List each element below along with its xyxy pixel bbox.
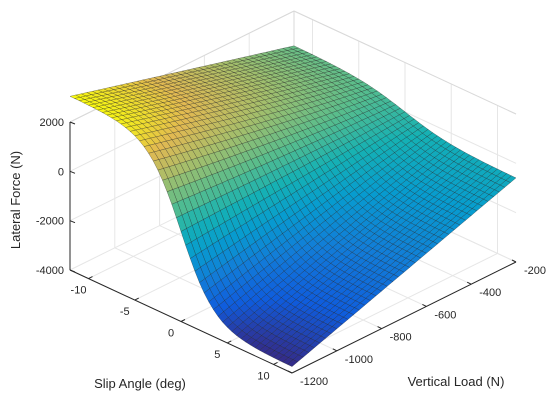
z-tick-label: 0 xyxy=(58,166,64,178)
y-tick-mark xyxy=(377,326,382,330)
y-tick-label: -400 xyxy=(479,287,501,299)
y-tick-label: -200 xyxy=(524,265,546,277)
z-tick-label: -2000 xyxy=(36,216,64,228)
surface-patch xyxy=(287,359,298,367)
x-tick-mark xyxy=(273,361,278,365)
z-tick-label: -4000 xyxy=(36,265,64,277)
y-tick-mark xyxy=(287,370,293,374)
x-tick-mark xyxy=(227,340,232,344)
z-tick-mark xyxy=(69,269,76,273)
x-tick-mark xyxy=(134,297,139,301)
y-tick-label: -600 xyxy=(434,309,456,321)
y-axis-line xyxy=(291,261,517,374)
x-tick-label: 0 xyxy=(168,328,174,340)
y-tick-label: -1200 xyxy=(300,376,328,388)
y-tick-mark xyxy=(332,348,338,352)
x-tick-mark xyxy=(180,319,186,322)
y-tick-label: -1000 xyxy=(345,354,373,366)
x-axis-label: Slip Angle (deg) xyxy=(94,376,186,391)
y-tick-mark xyxy=(422,303,427,307)
box-edge xyxy=(293,10,517,115)
z-tick-label: 2000 xyxy=(40,117,64,129)
y-tick-label: -800 xyxy=(390,332,412,344)
z-tick-mark xyxy=(69,170,76,174)
x-tick-label: 10 xyxy=(257,370,269,382)
axis-ticks: -4000 -2000 0 2000 -10 -5 0 5 10 -1200 -1000 -800 -6… xyxy=(36,117,546,388)
x-tick-mark xyxy=(88,276,93,280)
x-tick-label: -10 xyxy=(71,285,87,297)
y-tick-mark xyxy=(511,259,517,263)
y-axis-label: Vertical Load (N) xyxy=(408,374,505,389)
x-tick-label: -5 xyxy=(120,306,130,318)
y-tick-mark xyxy=(466,281,472,285)
surface-mesh xyxy=(69,45,517,367)
x-tick-label: 5 xyxy=(214,349,220,361)
z-tick-mark xyxy=(69,121,76,125)
z-axis-label: Lateral Force (N) xyxy=(8,151,23,249)
z-tick-mark xyxy=(69,220,76,224)
